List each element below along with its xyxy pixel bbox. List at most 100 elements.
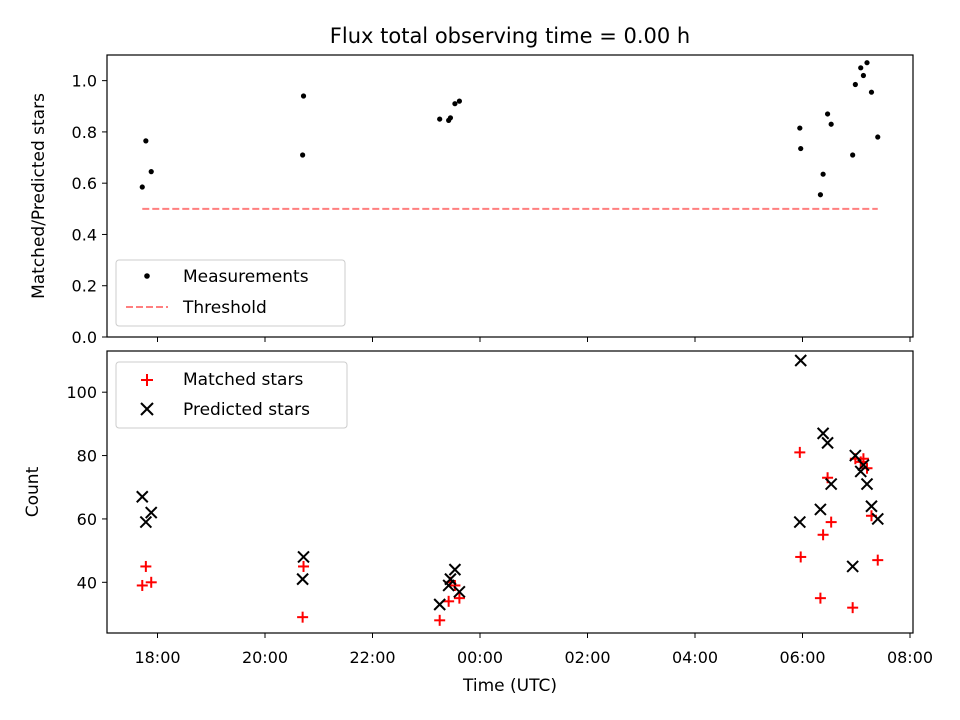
predicted-stars-point (849, 449, 862, 462)
measurement-point (824, 111, 831, 117)
predicted-stars-point (794, 354, 807, 367)
matched-stars-point (795, 551, 807, 563)
measurement-point (860, 72, 867, 79)
matched-stars-point (434, 614, 446, 626)
x-tick-label: 08:00 (887, 648, 933, 667)
y-tick-label: 1.0 (72, 72, 97, 91)
predicted-stars-point (865, 500, 878, 513)
predicted-stars-point (816, 427, 830, 440)
matched-stars-point (847, 602, 859, 614)
measurement-point (850, 152, 856, 158)
measurement-point (875, 134, 881, 140)
x-tick-label: 06:00 (779, 648, 825, 667)
y-tick-label: 0.6 (72, 174, 97, 193)
top-panel-frame (106, 54, 914, 338)
y-tick-label: 100 (66, 383, 97, 402)
matched-stars-point (872, 554, 884, 566)
legend-measurements-label: Measurements (183, 267, 309, 287)
measurement-point (437, 116, 443, 122)
predicted-stars-point (453, 585, 466, 599)
top-y-axis-label: Matched/Predicted stars (29, 93, 49, 299)
legend-measurements-marker (144, 273, 150, 279)
predicted-stars-point (448, 563, 462, 576)
predicted-stars-point (860, 477, 874, 491)
matched-stars-point (297, 611, 309, 623)
predicted-stars-point (145, 506, 158, 519)
predicted-stars-point (846, 560, 859, 573)
predicted-stars-point (297, 550, 310, 564)
bottom-y-axis-label: Count (23, 466, 43, 517)
measurement-point (300, 152, 306, 158)
top-panel-marks (139, 60, 881, 210)
measurement-point (858, 65, 864, 71)
measurement-point (828, 121, 834, 127)
measurement-point (456, 98, 462, 104)
predicted-stars-point (433, 598, 446, 611)
measurement-point (300, 93, 307, 99)
top-legend: Measurements Threshold (115, 259, 346, 327)
x-tick-label: 18:00 (134, 648, 180, 667)
y-tick-label: 0.8 (72, 123, 97, 142)
x-tick-label: 00:00 (457, 648, 503, 667)
measurement-point (817, 192, 824, 198)
legend-predicted-marker (140, 402, 154, 416)
matched-stars-point (794, 446, 806, 458)
chart-title: Flux total observing time = 0.00 h (330, 24, 690, 48)
measurement-point (143, 138, 149, 144)
x-axis: 18:00 20:00 22:00 00:00 02:00 04:00 06:00 08:00 (134, 337, 933, 667)
predicted-stars-point (857, 458, 870, 472)
measurement-point (798, 145, 804, 152)
predicted-stars-point (444, 572, 457, 586)
measurement-point (139, 184, 145, 190)
x-tick-label: 22:00 (349, 648, 395, 667)
measurement-point (852, 81, 858, 88)
bottom-legend: Matched stars Predicted stars (115, 361, 348, 429)
legend-threshold-label: Threshold (182, 298, 267, 318)
measurement-point (820, 171, 826, 177)
x-tick-label: 02:00 (564, 648, 610, 667)
legend-matched-marker (141, 374, 153, 386)
top-y-axis: 0.0 0.2 0.4 0.6 0.8 1.0 (72, 72, 107, 347)
predicted-stars-point (139, 515, 153, 529)
measurement-point (148, 169, 154, 175)
predicted-stars-point (814, 503, 827, 516)
y-tick-label: 40 (77, 573, 97, 592)
bottom-panel-marks (136, 354, 884, 626)
bottom-panel-frame (106, 350, 914, 634)
legend-matched-label: Matched stars (183, 370, 303, 390)
predicted-stars-point (296, 572, 309, 586)
predicted-stars-point (821, 436, 834, 450)
measurement-point (864, 60, 870, 66)
predicted-stars-point (793, 515, 807, 529)
y-tick-label: 80 (77, 447, 97, 466)
measurement-point (868, 89, 875, 95)
measurement-point (447, 115, 454, 121)
legend-predicted-label: Predicted stars (183, 400, 310, 420)
x-tick-label: 20:00 (242, 648, 288, 667)
top-legend-box (115, 259, 346, 327)
bottom-legend-box (115, 361, 348, 429)
predicted-stars-point (871, 512, 884, 526)
predicted-stars-point (136, 490, 149, 503)
y-tick-label: 0.4 (72, 225, 97, 244)
y-tick-label: 0.2 (72, 277, 97, 296)
matched-stars-point (145, 576, 157, 588)
matched-stars-point (298, 560, 310, 572)
matched-stars-point (817, 529, 829, 541)
matched-stars-point (453, 592, 465, 604)
matched-stars-point (140, 560, 152, 572)
y-tick-label: 0.0 (72, 328, 97, 347)
matched-stars-point (449, 579, 461, 591)
measurement-point (452, 101, 458, 107)
bottom-y-axis: 40 60 80 100 (66, 383, 107, 592)
matched-stars-point (443, 595, 455, 607)
predicted-stars-point (854, 465, 867, 478)
predicted-stars-point (824, 477, 838, 491)
measurement-point (797, 125, 803, 131)
matched-stars-point (825, 516, 837, 528)
matched-stars-point (136, 579, 148, 591)
y-tick-label: 60 (77, 510, 97, 529)
matched-stars-point (814, 592, 826, 604)
x-tick-label: 04:00 (672, 648, 718, 667)
